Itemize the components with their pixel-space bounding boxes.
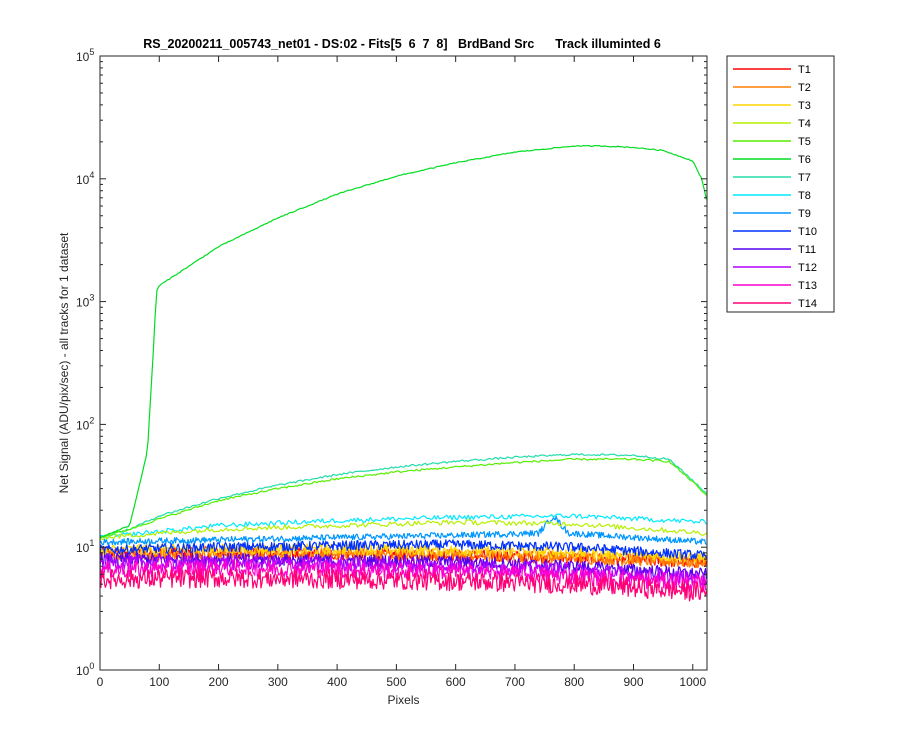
x-tick-label: 600 bbox=[446, 675, 466, 689]
series-line-t8 bbox=[100, 513, 707, 540]
x-tick-label: 500 bbox=[386, 675, 406, 689]
x-tick-label: 800 bbox=[564, 675, 584, 689]
legend-label-t9: T9 bbox=[798, 208, 811, 220]
y-tick-label: 101 bbox=[76, 538, 94, 555]
ticks-layer: 0 100 200 300 400 500 600 700 800 900 100010010110… bbox=[76, 47, 707, 689]
legend-label-t3: T3 bbox=[798, 100, 811, 112]
series-line-t13 bbox=[100, 559, 707, 593]
legend: T1 T2 T3 T4 T5 T6 T7 T8 T9 T10 T11 T12 T13 T14 bbox=[726, 55, 835, 313]
chart-title: RS_20200211_005743_net01 - DS:02 - Fits[… bbox=[143, 37, 661, 51]
x-axis-label: Pixels bbox=[387, 693, 419, 707]
x-tick-label: 900 bbox=[623, 675, 643, 689]
y-tick-label: 104 bbox=[76, 170, 94, 187]
series-line-t2 bbox=[100, 547, 707, 569]
legend-label-t10: T10 bbox=[798, 226, 817, 238]
x-tick-label: 0 bbox=[97, 675, 104, 689]
legend-label-t6: T6 bbox=[798, 154, 811, 166]
legend-label-t5: T5 bbox=[798, 136, 811, 148]
legend-items: T1 T2 T3 T4 T5 T6 T7 T8 T9 T10 T11 T12 T13 T14 bbox=[733, 64, 817, 310]
legend-label-t4: T4 bbox=[798, 118, 811, 130]
y-tick-label: 102 bbox=[76, 415, 94, 432]
y-tick-label: 103 bbox=[76, 293, 94, 310]
series-line-t7 bbox=[100, 452, 707, 539]
legend-label-t12: T12 bbox=[798, 262, 817, 274]
x-tick-label: 400 bbox=[327, 675, 347, 689]
x-tick-label: 1000 bbox=[679, 675, 706, 689]
series-line-t10 bbox=[100, 539, 707, 560]
legend-box bbox=[726, 55, 835, 313]
series-line-t6 bbox=[100, 144, 707, 538]
y-tick-label: 100 bbox=[76, 661, 94, 678]
legend-label-t11: T11 bbox=[798, 244, 816, 256]
legend-label-t13: T13 bbox=[798, 280, 817, 292]
series-line-t4 bbox=[100, 519, 707, 541]
series-line-t5 bbox=[100, 457, 707, 539]
series-line-t9 bbox=[100, 515, 707, 546]
y-axis-label: Net Signal (ADU/pix/sec) - all tracks fo… bbox=[57, 232, 71, 493]
x-tick-label: 300 bbox=[268, 675, 288, 689]
legend-label-t8: T8 bbox=[798, 190, 811, 202]
plot-frame bbox=[99, 55, 708, 671]
legend-label-t7: T7 bbox=[798, 172, 811, 184]
legend-label-t1: T1 bbox=[798, 64, 811, 76]
legend-label-t14: T14 bbox=[798, 298, 817, 310]
x-tick-label: 200 bbox=[209, 675, 229, 689]
x-tick-label: 100 bbox=[149, 675, 169, 689]
series-line-t14 bbox=[100, 567, 707, 602]
x-tick-label: 700 bbox=[505, 675, 525, 689]
series-layer bbox=[100, 144, 707, 602]
y-tick-label: 105 bbox=[76, 47, 94, 64]
legend-label-t2: T2 bbox=[798, 82, 811, 94]
